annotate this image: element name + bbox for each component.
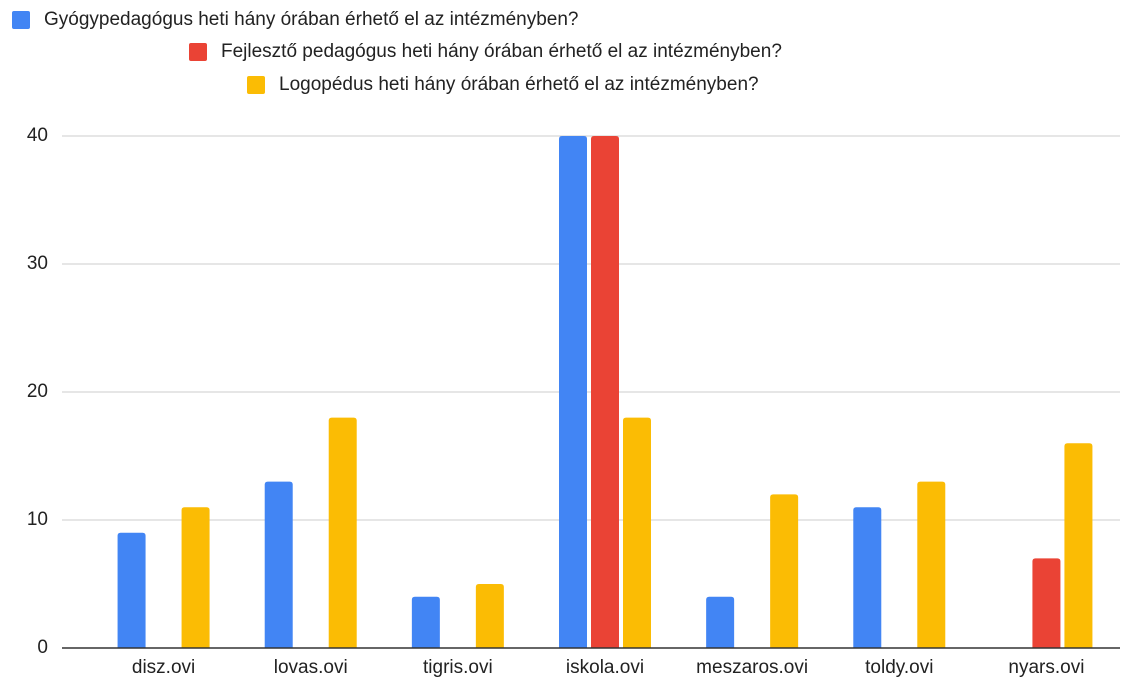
x-tick-label: lovas.ovi [274, 657, 348, 678]
bar [475, 584, 504, 648]
x-tick-label: tigris.ovi [423, 657, 493, 678]
y-tick-label: 10 [27, 509, 48, 530]
bar [1064, 443, 1093, 648]
y-tick-label: 0 [37, 637, 48, 658]
bar [706, 596, 735, 648]
y-tick-label: 30 [27, 253, 48, 274]
legend-label: Gyógypedagógus heti hány órában érhető e… [44, 9, 579, 30]
legend-label: Fejlesztő pedagógus heti hány órában érh… [221, 41, 782, 62]
bar [853, 507, 882, 648]
legend-swatch [247, 76, 265, 94]
legend-swatch [12, 11, 30, 29]
bar [117, 532, 146, 648]
bar [1032, 558, 1061, 648]
bar [770, 494, 799, 648]
bar [591, 136, 619, 648]
bar [264, 481, 293, 648]
bar [328, 417, 357, 648]
bar [181, 507, 210, 648]
x-tick-label: disz.ovi [132, 657, 195, 678]
bar [411, 596, 440, 648]
x-tick-label: meszaros.ovi [696, 657, 808, 678]
y-tick-label: 20 [27, 381, 48, 402]
bar [559, 136, 587, 648]
bar [917, 481, 946, 648]
x-tick-label: toldy.ovi [865, 657, 933, 678]
y-tick-label: 40 [27, 125, 48, 146]
x-tick-label: nyars.ovi [1008, 657, 1084, 678]
legend-label: Logopédus heti hány órában érhető el az … [279, 74, 759, 95]
x-tick-label: iskola.ovi [566, 657, 644, 678]
legend-swatch [189, 43, 207, 61]
bar [623, 417, 651, 648]
